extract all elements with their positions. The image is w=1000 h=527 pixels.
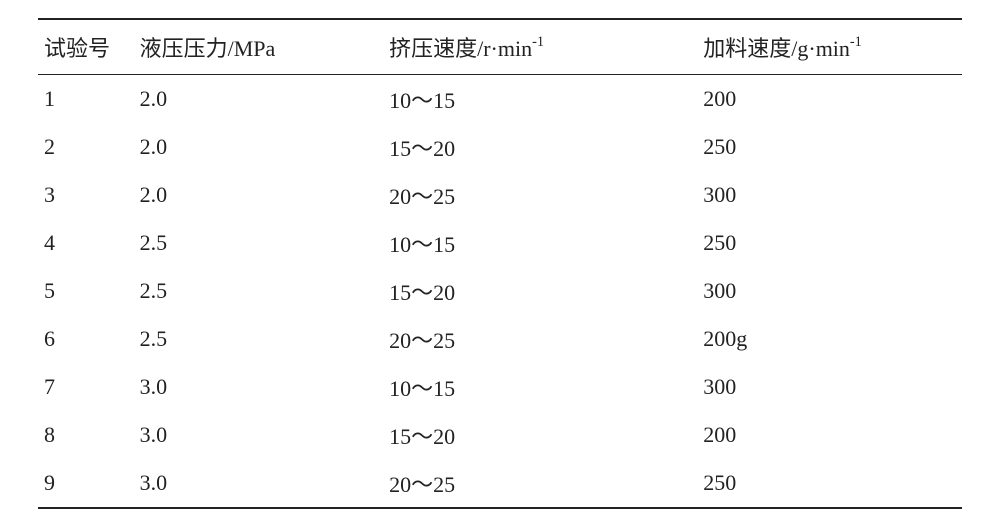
cell-pressure: 2.5 bbox=[140, 219, 389, 267]
cell-feed: 250 bbox=[703, 459, 962, 508]
table-row: 4 2.5 10～15 250 bbox=[38, 219, 962, 267]
col-header-trial: 试验号 bbox=[38, 19, 140, 75]
table-header-row: 试验号 液压压力/MPa 挤压速度/r·min-1 加料速度/g·min-1 bbox=[38, 19, 962, 75]
cell-feed: 250 bbox=[703, 219, 962, 267]
cell-trial: 1 bbox=[38, 75, 140, 124]
cell-feed: 200 bbox=[703, 75, 962, 124]
cell-extrude: 10～15 bbox=[389, 75, 703, 124]
cell-pressure: 3.0 bbox=[140, 411, 389, 459]
table-row: 7 3.0 10～15 300 bbox=[38, 363, 962, 411]
cell-pressure: 3.0 bbox=[140, 363, 389, 411]
table-row: 9 3.0 20～25 250 bbox=[38, 459, 962, 508]
cell-feed: 300 bbox=[703, 363, 962, 411]
cell-feed: 250 bbox=[703, 123, 962, 171]
table-row: 1 2.0 10～15 200 bbox=[38, 75, 962, 124]
cell-trial: 8 bbox=[38, 411, 140, 459]
cell-extrude: 10～15 bbox=[389, 363, 703, 411]
table-container: 试验号 液压压力/MPa 挤压速度/r·min-1 加料速度/g·min-1 1… bbox=[0, 0, 1000, 527]
table-row: 6 2.5 20～25 200g bbox=[38, 315, 962, 363]
table-row: 2 2.0 15～20 250 bbox=[38, 123, 962, 171]
cell-feed: 200g bbox=[703, 315, 962, 363]
table-body: 1 2.0 10～15 200 2 2.0 15～20 250 3 2.0 20… bbox=[38, 75, 962, 509]
cell-extrude: 20～25 bbox=[389, 315, 703, 363]
col-header-feed: 加料速度/g·min-1 bbox=[703, 19, 962, 75]
cell-pressure: 2.0 bbox=[140, 75, 389, 124]
cell-extrude: 20～25 bbox=[389, 171, 703, 219]
cell-feed: 300 bbox=[703, 267, 962, 315]
experiment-table: 试验号 液压压力/MPa 挤压速度/r·min-1 加料速度/g·min-1 1… bbox=[38, 18, 962, 509]
cell-trial: 2 bbox=[38, 123, 140, 171]
cell-trial: 5 bbox=[38, 267, 140, 315]
table-row: 5 2.5 15～20 300 bbox=[38, 267, 962, 315]
col-header-extrude: 挤压速度/r·min-1 bbox=[389, 19, 703, 75]
cell-pressure: 2.0 bbox=[140, 171, 389, 219]
cell-pressure: 3.0 bbox=[140, 459, 389, 508]
cell-pressure: 2.5 bbox=[140, 267, 389, 315]
cell-feed: 300 bbox=[703, 171, 962, 219]
cell-extrude: 20～25 bbox=[389, 459, 703, 508]
cell-extrude: 10～15 bbox=[389, 219, 703, 267]
cell-pressure: 2.0 bbox=[140, 123, 389, 171]
cell-trial: 6 bbox=[38, 315, 140, 363]
cell-extrude: 15～20 bbox=[389, 267, 703, 315]
cell-feed: 200 bbox=[703, 411, 962, 459]
cell-trial: 7 bbox=[38, 363, 140, 411]
cell-pressure: 2.5 bbox=[140, 315, 389, 363]
cell-trial: 9 bbox=[38, 459, 140, 508]
cell-trial: 3 bbox=[38, 171, 140, 219]
col-header-pressure: 液压压力/MPa bbox=[140, 19, 389, 75]
table-row: 3 2.0 20～25 300 bbox=[38, 171, 962, 219]
cell-extrude: 15～20 bbox=[389, 123, 703, 171]
table-row: 8 3.0 15～20 200 bbox=[38, 411, 962, 459]
cell-extrude: 15～20 bbox=[389, 411, 703, 459]
cell-trial: 4 bbox=[38, 219, 140, 267]
